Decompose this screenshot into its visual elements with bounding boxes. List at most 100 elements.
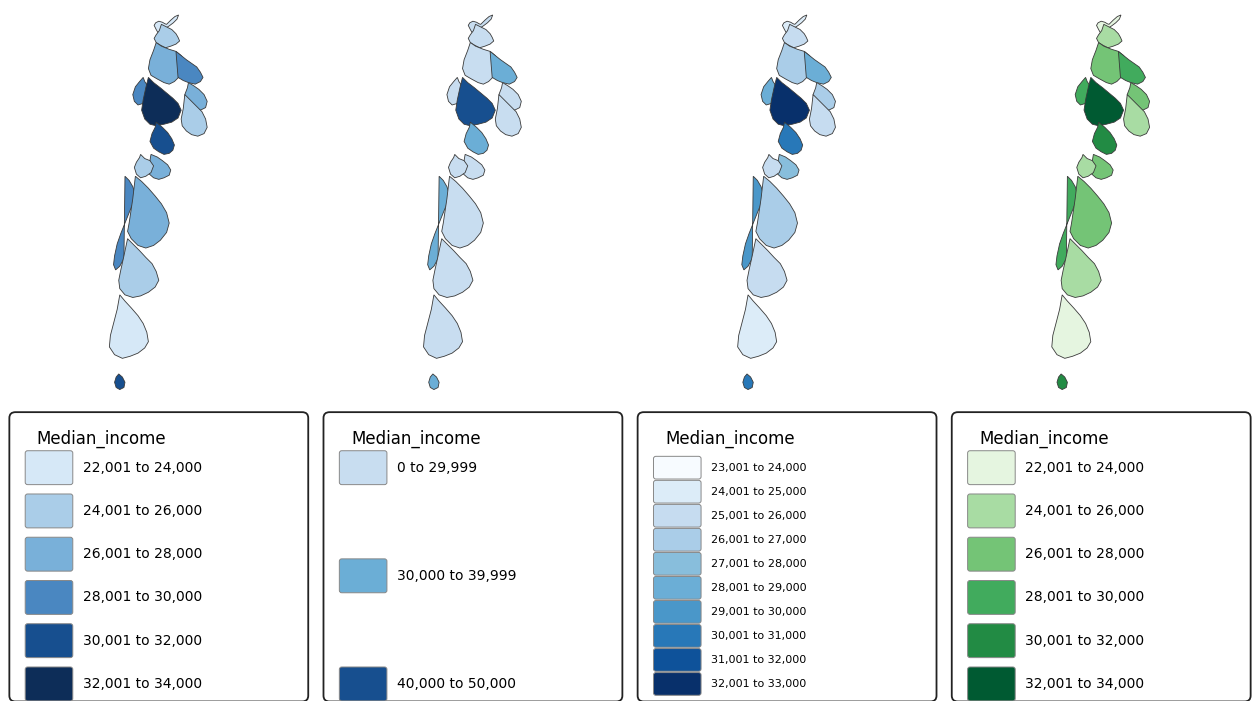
Text: 29,001 to 30,000: 29,001 to 30,000 xyxy=(711,607,806,617)
Text: 26,001 to 28,000: 26,001 to 28,000 xyxy=(1024,547,1144,561)
Text: 25,001 to 26,000: 25,001 to 26,000 xyxy=(711,510,806,521)
Polygon shape xyxy=(442,176,484,248)
FancyBboxPatch shape xyxy=(9,412,309,701)
FancyBboxPatch shape xyxy=(654,673,701,695)
FancyBboxPatch shape xyxy=(654,577,701,599)
Polygon shape xyxy=(490,51,517,84)
FancyBboxPatch shape xyxy=(654,456,701,479)
Text: Median_income: Median_income xyxy=(665,429,795,448)
FancyBboxPatch shape xyxy=(654,625,701,647)
Polygon shape xyxy=(1057,374,1067,390)
Text: 26,001 to 27,000: 26,001 to 27,000 xyxy=(711,535,806,545)
FancyBboxPatch shape xyxy=(654,504,701,527)
FancyBboxPatch shape xyxy=(339,667,387,701)
Text: 31,001 to 32,000: 31,001 to 32,000 xyxy=(711,655,806,665)
Polygon shape xyxy=(762,154,782,178)
FancyBboxPatch shape xyxy=(968,450,1016,484)
FancyBboxPatch shape xyxy=(25,450,73,484)
FancyBboxPatch shape xyxy=(968,580,1016,614)
FancyBboxPatch shape xyxy=(654,601,701,623)
Polygon shape xyxy=(1056,176,1077,270)
Polygon shape xyxy=(176,51,203,84)
Polygon shape xyxy=(804,51,832,84)
Text: Median_income: Median_income xyxy=(979,429,1109,448)
Polygon shape xyxy=(110,295,149,358)
Text: 30,001 to 32,000: 30,001 to 32,000 xyxy=(83,634,202,648)
Polygon shape xyxy=(464,122,489,154)
Polygon shape xyxy=(1096,15,1121,33)
Polygon shape xyxy=(150,122,174,154)
Polygon shape xyxy=(154,15,179,33)
Polygon shape xyxy=(761,78,779,105)
Text: 32,001 to 34,000: 32,001 to 34,000 xyxy=(1024,677,1144,691)
Polygon shape xyxy=(154,25,180,48)
Polygon shape xyxy=(456,78,495,125)
Polygon shape xyxy=(782,25,808,48)
Polygon shape xyxy=(1091,154,1113,179)
Polygon shape xyxy=(1084,78,1124,125)
Polygon shape xyxy=(433,239,472,298)
Polygon shape xyxy=(499,82,522,110)
Text: 30,001 to 31,000: 30,001 to 31,000 xyxy=(711,631,806,641)
Polygon shape xyxy=(776,154,799,179)
FancyBboxPatch shape xyxy=(968,537,1016,571)
Polygon shape xyxy=(423,295,462,358)
Polygon shape xyxy=(462,154,485,179)
Text: 0 to 29,999: 0 to 29,999 xyxy=(397,460,476,474)
FancyBboxPatch shape xyxy=(654,649,701,671)
Text: 24,001 to 26,000: 24,001 to 26,000 xyxy=(83,504,202,518)
Text: 30,001 to 32,000: 30,001 to 32,000 xyxy=(1024,634,1144,648)
Polygon shape xyxy=(135,154,154,178)
Polygon shape xyxy=(756,176,798,248)
Polygon shape xyxy=(779,122,803,154)
Text: 40,000 to 50,000: 40,000 to 50,000 xyxy=(397,677,515,691)
Polygon shape xyxy=(469,25,494,48)
Polygon shape xyxy=(1096,25,1121,48)
Polygon shape xyxy=(1119,51,1145,84)
FancyBboxPatch shape xyxy=(654,480,701,503)
Polygon shape xyxy=(782,15,806,33)
Polygon shape xyxy=(469,15,493,33)
Polygon shape xyxy=(181,94,207,136)
Text: Median_income: Median_income xyxy=(352,429,480,448)
FancyBboxPatch shape xyxy=(968,624,1016,658)
Polygon shape xyxy=(776,42,813,84)
FancyBboxPatch shape xyxy=(25,624,73,658)
FancyBboxPatch shape xyxy=(654,529,701,551)
Text: 24,001 to 26,000: 24,001 to 26,000 xyxy=(1024,504,1144,518)
Polygon shape xyxy=(1091,42,1128,84)
Polygon shape xyxy=(1092,122,1116,154)
Polygon shape xyxy=(1077,154,1096,178)
Polygon shape xyxy=(115,374,125,390)
FancyBboxPatch shape xyxy=(339,559,387,593)
Polygon shape xyxy=(743,374,753,390)
Polygon shape xyxy=(141,78,181,125)
Polygon shape xyxy=(149,154,171,179)
FancyBboxPatch shape xyxy=(25,537,73,571)
Polygon shape xyxy=(462,42,499,84)
Polygon shape xyxy=(742,176,764,270)
Polygon shape xyxy=(185,82,207,110)
FancyBboxPatch shape xyxy=(951,412,1251,701)
Polygon shape xyxy=(428,374,440,390)
FancyBboxPatch shape xyxy=(25,667,73,701)
FancyBboxPatch shape xyxy=(968,494,1016,528)
Text: 22,001 to 24,000: 22,001 to 24,000 xyxy=(1024,460,1144,474)
Text: 27,001 to 28,000: 27,001 to 28,000 xyxy=(711,559,806,569)
Text: 32,001 to 33,000: 32,001 to 33,000 xyxy=(711,679,806,689)
Polygon shape xyxy=(149,42,185,84)
Polygon shape xyxy=(447,78,465,105)
Text: 22,001 to 24,000: 22,001 to 24,000 xyxy=(83,460,202,474)
Polygon shape xyxy=(1061,239,1101,298)
FancyBboxPatch shape xyxy=(638,412,936,701)
Text: 24,001 to 25,000: 24,001 to 25,000 xyxy=(711,486,806,497)
Polygon shape xyxy=(127,176,169,248)
Polygon shape xyxy=(747,239,788,298)
Polygon shape xyxy=(427,176,450,270)
Polygon shape xyxy=(1075,78,1094,105)
Polygon shape xyxy=(737,295,776,358)
FancyBboxPatch shape xyxy=(25,494,73,528)
Text: 26,001 to 28,000: 26,001 to 28,000 xyxy=(83,547,202,561)
Polygon shape xyxy=(1128,82,1149,110)
Text: 28,001 to 30,000: 28,001 to 30,000 xyxy=(83,590,202,604)
